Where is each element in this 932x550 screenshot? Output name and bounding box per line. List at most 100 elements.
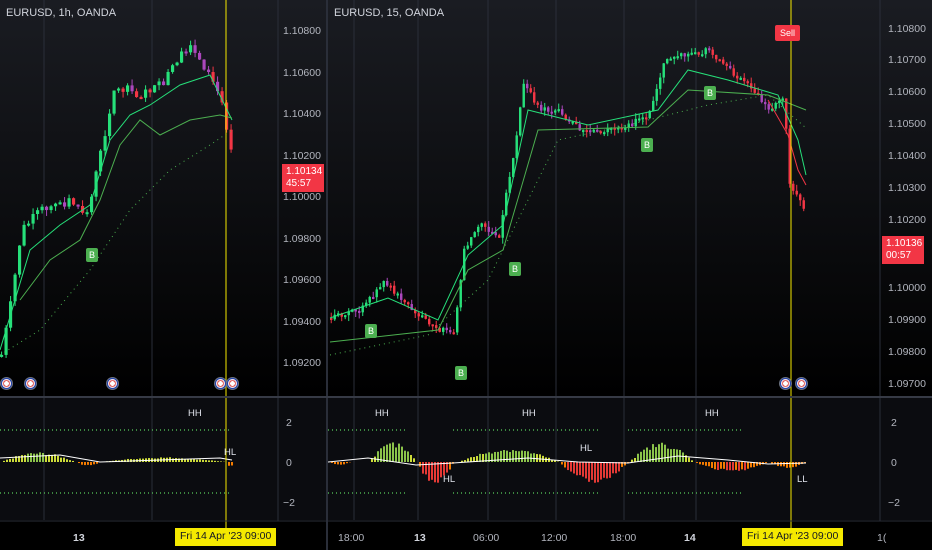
candle — [337, 313, 340, 316]
candle — [340, 313, 343, 317]
indicator-bar — [612, 462, 614, 474]
candle — [67, 198, 71, 207]
indicator-bar — [24, 455, 26, 462]
indicator-bar — [30, 453, 32, 462]
candle — [85, 212, 89, 215]
indicator-bar — [27, 453, 29, 462]
candle — [505, 192, 508, 216]
indicator-bar — [69, 460, 71, 462]
candle — [522, 83, 525, 108]
candle — [184, 51, 188, 54]
candle — [180, 51, 184, 63]
indicator-bar — [187, 458, 189, 462]
candle — [396, 293, 399, 296]
indicator-bar — [624, 462, 626, 466]
candle — [175, 62, 179, 66]
indicator-bar — [214, 460, 216, 462]
pane-splitter[interactable] — [326, 0, 328, 550]
indicator-bar — [172, 458, 174, 462]
candle — [435, 325, 438, 328]
us-flag-event-icon[interactable] — [779, 377, 792, 390]
left-price-tick: 1.09400 — [283, 316, 321, 328]
us-flag-event-icon[interactable] — [795, 377, 808, 390]
candle — [365, 302, 368, 306]
indicator-bar — [84, 462, 86, 466]
indicator-bar — [220, 461, 222, 462]
left-price-tick: 1.09200 — [283, 357, 321, 369]
left-chart-pane[interactable]: EURUSD, 1h, OANDA 1.10800 1.10600 1.1040… — [0, 0, 326, 550]
indicator-bar — [561, 462, 563, 465]
indicator-bar — [491, 453, 493, 462]
candle — [631, 123, 634, 127]
indicator-bar — [479, 453, 481, 462]
indicator-bar — [658, 444, 660, 462]
candle — [90, 196, 94, 213]
candle — [704, 48, 707, 55]
candle — [452, 332, 455, 335]
indicator-bar — [594, 462, 596, 483]
candle — [781, 98, 784, 101]
moving-average-line — [329, 89, 807, 343]
indicator-bar — [551, 459, 553, 462]
time-axis-label: 14 — [684, 532, 696, 544]
indicator-tick: 0 — [891, 457, 897, 469]
candle — [498, 235, 501, 238]
indicator-signal-line — [0, 454, 233, 463]
indicator-bar — [649, 449, 651, 462]
indicator-bar — [54, 454, 56, 462]
indicator-bar — [497, 451, 499, 462]
candle — [220, 91, 224, 103]
candle — [557, 109, 560, 112]
indicator-bar — [12, 458, 14, 462]
candle — [613, 127, 616, 130]
indicator-bar — [63, 457, 65, 462]
indicator-bar — [567, 462, 569, 471]
indicator-bar — [786, 462, 788, 468]
indicator-bar — [661, 442, 663, 462]
left-chart-canvas[interactable] — [0, 0, 326, 550]
indicator-bar — [45, 455, 47, 462]
indicator-bar — [795, 462, 797, 467]
candle — [99, 150, 103, 172]
indicator-bar — [509, 452, 511, 462]
us-flag-event-icon[interactable] — [106, 377, 119, 390]
candle — [743, 77, 746, 82]
indicator-bar — [576, 462, 578, 476]
indicator-bar — [615, 462, 617, 474]
indicator-bar — [404, 450, 406, 462]
indicator-bar — [631, 459, 633, 462]
candle — [732, 68, 735, 76]
right-chart-pane[interactable]: EURUSD, 15, OANDA 1.10800 1.10700 1.1060… — [328, 0, 932, 550]
right-chart-canvas[interactable] — [328, 0, 932, 550]
indicator-bar — [500, 450, 502, 462]
candle — [687, 53, 690, 57]
candle — [484, 223, 487, 227]
candle — [386, 280, 389, 286]
candle — [49, 206, 53, 211]
indicator-bar — [36, 453, 38, 462]
candle — [229, 129, 233, 150]
us-flag-event-icon[interactable] — [226, 377, 239, 390]
us-flag-event-icon[interactable] — [24, 377, 37, 390]
candle — [550, 111, 553, 114]
indicator-pane-divider[interactable] — [0, 396, 932, 398]
candle — [361, 305, 364, 313]
candle — [211, 72, 215, 82]
indicator-bar — [15, 456, 17, 462]
candle — [45, 206, 49, 211]
candle — [617, 127, 620, 130]
candle — [757, 92, 760, 95]
candle — [202, 59, 206, 70]
indicator-bar — [699, 462, 701, 465]
indicator-tick: 2 — [286, 417, 292, 429]
candle — [540, 104, 543, 111]
chart-background — [328, 0, 932, 396]
candle — [638, 118, 641, 121]
indicator-bar — [371, 458, 373, 462]
right-price-tick: 1.10800 — [888, 23, 926, 35]
indicator-bar — [637, 453, 639, 462]
us-flag-event-icon[interactable] — [0, 377, 13, 390]
candle — [438, 327, 441, 332]
time-axis-label: 13 — [73, 532, 85, 544]
indicator-bar — [670, 449, 672, 462]
